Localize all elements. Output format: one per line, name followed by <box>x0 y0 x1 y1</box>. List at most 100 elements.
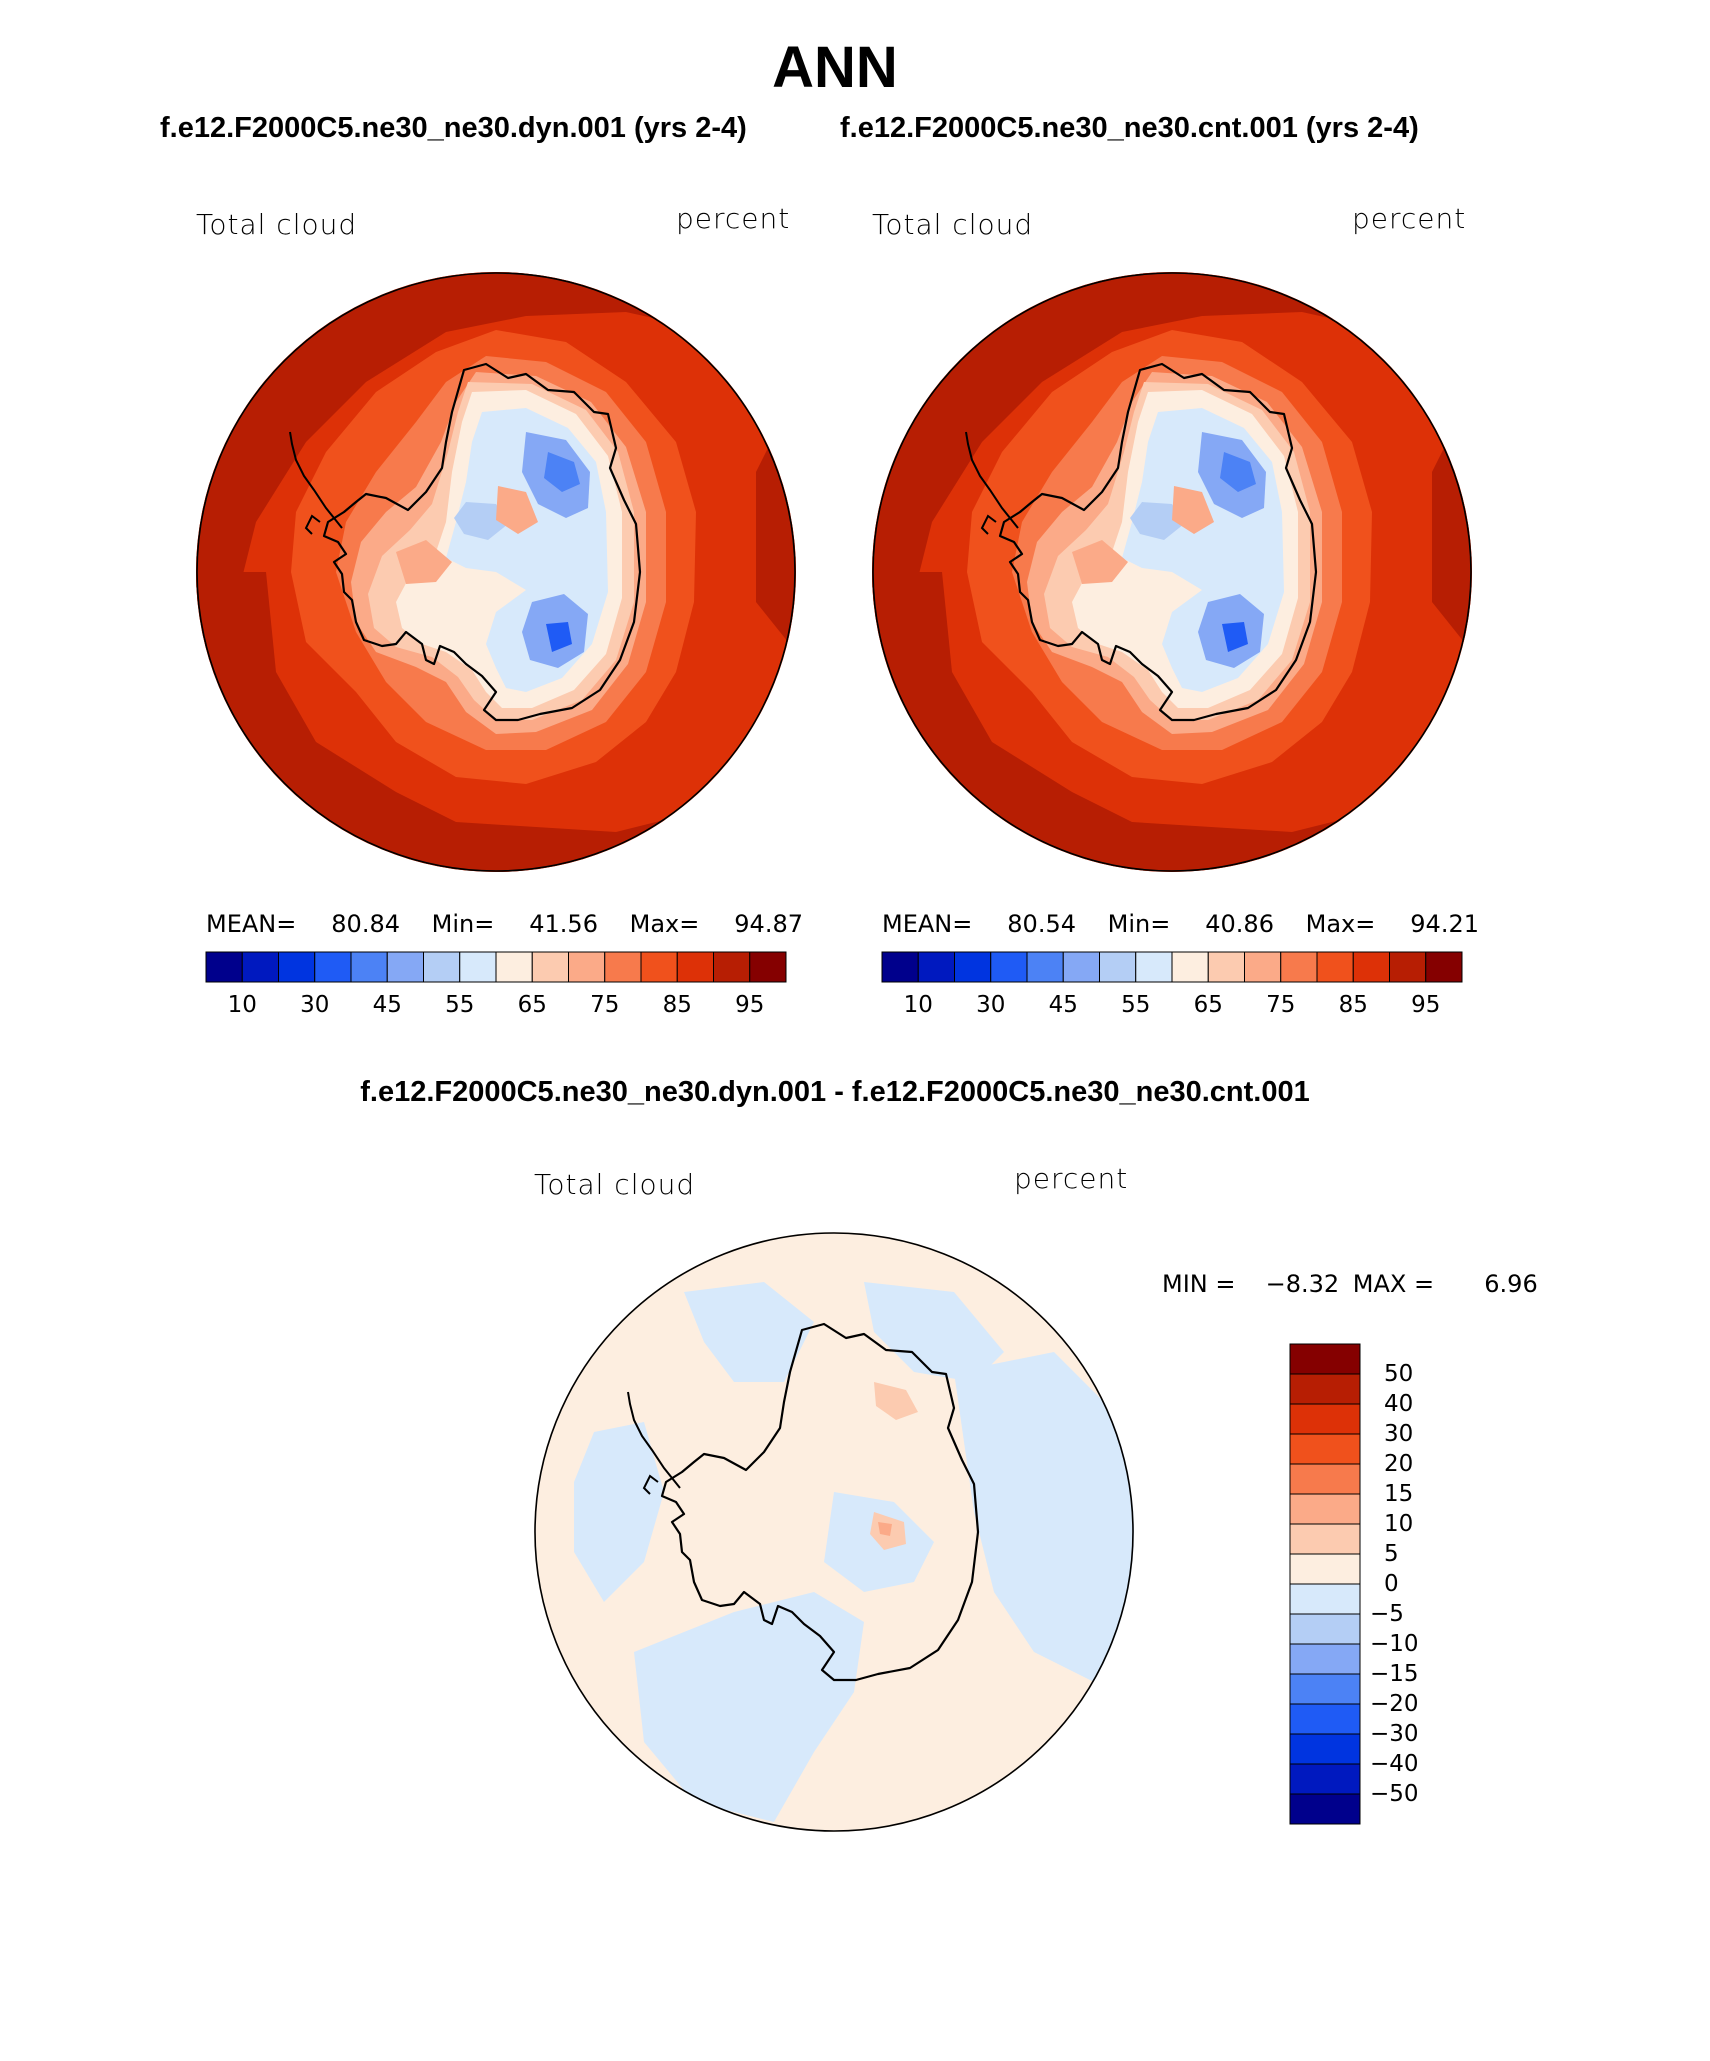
colorbar-segment <box>1289 1673 1361 1705</box>
panel3-stats: MIN = −8.32 MAX = 6.96 <box>1162 1270 1538 1298</box>
colorbar-segment <box>314 951 352 983</box>
colorbar-segment <box>1352 951 1390 983</box>
colorbar-tick-label: 30 <box>300 992 330 1018</box>
colorbar-tick-label: 45 <box>372 992 402 1018</box>
panel1-max-label: Max= <box>629 910 700 938</box>
colorbar-segment <box>1289 1463 1361 1495</box>
map-field <box>872 272 1472 872</box>
colorbar-segment <box>1062 951 1100 983</box>
panel3-units-label: percent <box>1014 1162 1129 1195</box>
field-high-cloud-south <box>196 572 796 872</box>
map-boundary <box>534 1232 1134 1832</box>
panel2-variable-label: Total cloud <box>872 208 1034 241</box>
panel2-map <box>872 272 1472 872</box>
colorbar-segment <box>1280 951 1318 983</box>
panel2-stats: MEAN= 80.54 Min= 40.86 Max= 94.21 <box>882 910 1479 938</box>
field-local-increase-area <box>874 1382 918 1420</box>
panel2-units-label: percent <box>1352 202 1467 235</box>
field-decrease-east <box>954 1352 1134 1682</box>
colorbar-tick-label: 10 <box>903 992 933 1018</box>
colorbar-segment <box>350 951 388 983</box>
panel1-colorbar <box>205 951 787 983</box>
colorbar-segment <box>604 951 642 983</box>
colorbar-segment <box>278 951 316 983</box>
field-local-decrease-core <box>878 1522 892 1536</box>
colorbar-tick-label: 95 <box>1411 992 1441 1018</box>
antarctica-coastline <box>660 1322 980 1682</box>
right-case-title: f.e12.F2000C5.ne30_ne30.cnt.001 (yrs 2-4… <box>840 112 1419 144</box>
colorbar-segment <box>1026 951 1064 983</box>
colorbar-tick-label: 20 <box>1384 1451 1414 1477</box>
colorbar-segment <box>990 951 1028 983</box>
colorbar-segment <box>1289 1793 1361 1825</box>
colorbar-tick-label: −15 <box>1370 1661 1419 1687</box>
colorbar-tick-label: −10 <box>1370 1631 1419 1657</box>
field-low-cloud-a-core <box>1220 452 1256 492</box>
colorbar-segment <box>495 951 533 983</box>
colorbar-segment <box>1289 1373 1361 1405</box>
panel2-mean-value: 80.54 <box>1007 910 1076 938</box>
colorbar-tick-label: −30 <box>1370 1721 1419 1747</box>
colorbar-segment <box>386 951 424 983</box>
colorbar-segment <box>1389 951 1427 983</box>
colorbar-tick-label: 75 <box>590 992 620 1018</box>
colorbar-segment <box>640 951 678 983</box>
panel1-mean-value: 80.84 <box>331 910 400 938</box>
field-low-cloud-c <box>454 502 508 540</box>
panel2-min-label: Min= <box>1107 910 1171 938</box>
panel3-min-label: MIN = <box>1162 1270 1236 1298</box>
page-title: ANN <box>772 35 898 100</box>
peninsula-coastline <box>627 1391 681 1495</box>
colorbar-segment <box>1289 1613 1361 1645</box>
panel1-mean-label: MEAN= <box>206 910 297 938</box>
peninsula-coastline <box>289 431 343 535</box>
colorbar-segment <box>1316 951 1354 983</box>
panel3-variable-label: Total cloud <box>534 1168 696 1201</box>
colorbar-segment <box>241 951 279 983</box>
colorbar-tick-label: 10 <box>1384 1511 1414 1537</box>
map-field <box>534 1232 1134 1832</box>
field-high-cloud-north <box>872 272 1472 602</box>
colorbar-tick-label: 55 <box>445 992 475 1018</box>
colorbar-segment <box>917 951 955 983</box>
panel3-colorbar <box>1289 1343 1361 1825</box>
panel1-variable-label: Total cloud <box>196 208 358 241</box>
antarctica-coastline <box>998 362 1318 722</box>
panel2-min-value: 40.86 <box>1205 910 1274 938</box>
panel2-mean-label: MEAN= <box>882 910 973 938</box>
panel3-min-value: −8.32 <box>1265 1270 1340 1298</box>
colorbar-segment <box>954 951 992 983</box>
colorbar-tick-label: 85 <box>662 992 692 1018</box>
field-decrease-west <box>574 1422 664 1602</box>
colorbar-segment <box>1289 1433 1361 1465</box>
colorbar-segment <box>531 951 569 983</box>
colorbar-segment <box>1289 1343 1361 1375</box>
colorbar-segment <box>1244 951 1282 983</box>
map-boundary <box>872 272 1472 872</box>
colorbar-segment <box>1289 1733 1361 1765</box>
colorbar-tick-label: 30 <box>976 992 1006 1018</box>
colorbar-tick-label: 85 <box>1338 992 1368 1018</box>
colorbar-segment <box>1171 951 1209 983</box>
field-low-cloud-b-core <box>1222 622 1248 652</box>
colorbar-segment <box>459 951 497 983</box>
field-low-cloud-b-core <box>546 622 572 652</box>
left-case-title: f.e12.F2000C5.ne30_ne30.dyn.001 (yrs 2-4… <box>160 112 747 144</box>
panel1-stats: MEAN= 80.84 Min= 41.56 Max= 94.87 <box>206 910 803 938</box>
field-decrease-a <box>684 1282 814 1382</box>
colorbar-tick-label: 65 <box>1193 992 1223 1018</box>
colorbar-tick-label: 10 <box>227 992 257 1018</box>
colorbar-segment <box>1207 951 1245 983</box>
colorbar-segment <box>1289 1493 1361 1525</box>
colorbar-segment <box>1289 1553 1361 1585</box>
colorbar-segment <box>1135 951 1173 983</box>
colorbar-segment <box>1289 1583 1361 1615</box>
colorbar-tick-label: 15 <box>1384 1481 1414 1507</box>
colorbar-segment <box>881 951 919 983</box>
panel1-min-label: Min= <box>431 910 495 938</box>
colorbar-segment <box>1289 1523 1361 1555</box>
colorbar-tick-label: 65 <box>517 992 547 1018</box>
panel3-max-value: 6.96 <box>1484 1270 1538 1298</box>
colorbar-tick-label: 55 <box>1121 992 1151 1018</box>
panel1-map <box>196 272 796 872</box>
